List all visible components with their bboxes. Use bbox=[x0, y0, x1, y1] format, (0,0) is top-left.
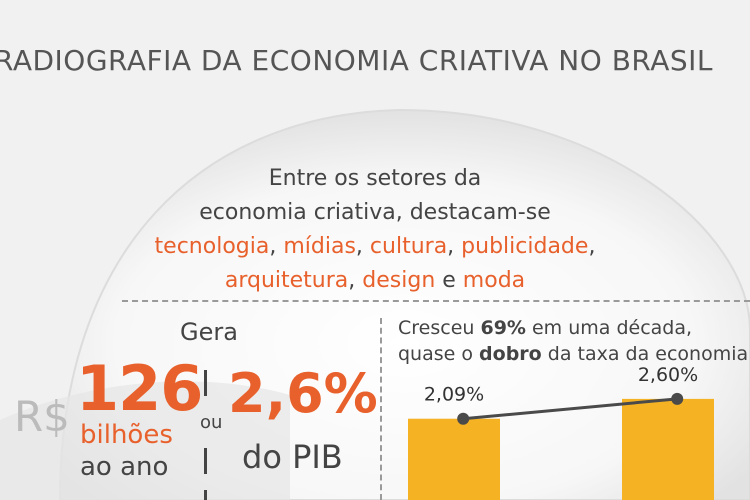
sector-label: arquitetura bbox=[224, 268, 349, 293]
amount-value: 126 bbox=[76, 352, 203, 425]
intro-sectors-row-1: tecnologia, mídias, cultura, publicidade… bbox=[154, 234, 596, 259]
separator-bar bbox=[204, 448, 207, 474]
horizontal-divider bbox=[122, 300, 750, 302]
growth-line-2: quase o dobro da taxa da economia bbox=[398, 343, 749, 365]
trend-point bbox=[457, 412, 470, 425]
intro-line-2: economia criativa, destacam-se bbox=[199, 200, 551, 225]
separator-bar bbox=[204, 490, 207, 500]
growth-bar-chart: 2,09% 2,60% bbox=[408, 364, 714, 500]
gera-label: Gera bbox=[180, 318, 238, 346]
dobro-word: dobro bbox=[479, 343, 542, 365]
sector-label: moda bbox=[462, 268, 526, 293]
sector-label: cultura bbox=[369, 234, 448, 259]
intro-text: Entre os setores da economia criativa, d… bbox=[110, 162, 640, 298]
intro-sectors-row-2: arquitetura, design e moda bbox=[224, 268, 526, 293]
vertical-divider bbox=[380, 318, 382, 500]
bar bbox=[622, 398, 714, 500]
bar bbox=[408, 418, 500, 500]
sector-label: tecnologia bbox=[154, 234, 270, 259]
amount-period: ao ano bbox=[80, 452, 169, 482]
separator-bar bbox=[204, 370, 207, 396]
data-label: 2,09% bbox=[424, 384, 484, 406]
growth-pct: 69% bbox=[480, 317, 526, 339]
amount-unit: bilhões bbox=[80, 420, 173, 450]
sector-label: mídias bbox=[283, 234, 356, 259]
intro-line-1: Entre os setores da bbox=[268, 166, 482, 191]
sector-label: publicidade bbox=[461, 234, 589, 259]
growth-text: Cresceu 69% em uma década, quase o dobro… bbox=[398, 315, 750, 367]
page-title: RADIOGRAFIA DA ECONOMIA CRIATIVA NO BRAS… bbox=[0, 44, 714, 77]
trend-line bbox=[463, 397, 678, 421]
growth-line-1: Cresceu 69% em uma década, bbox=[398, 317, 693, 339]
data-label: 2,60% bbox=[638, 364, 698, 386]
sector-label: design bbox=[362, 268, 436, 293]
pib-share-value: 2,6% bbox=[228, 362, 378, 425]
trend-point bbox=[671, 392, 684, 405]
pib-label: do PIB bbox=[242, 438, 343, 476]
or-label: ou bbox=[200, 412, 223, 433]
currency-symbol: R$ bbox=[14, 392, 70, 441]
